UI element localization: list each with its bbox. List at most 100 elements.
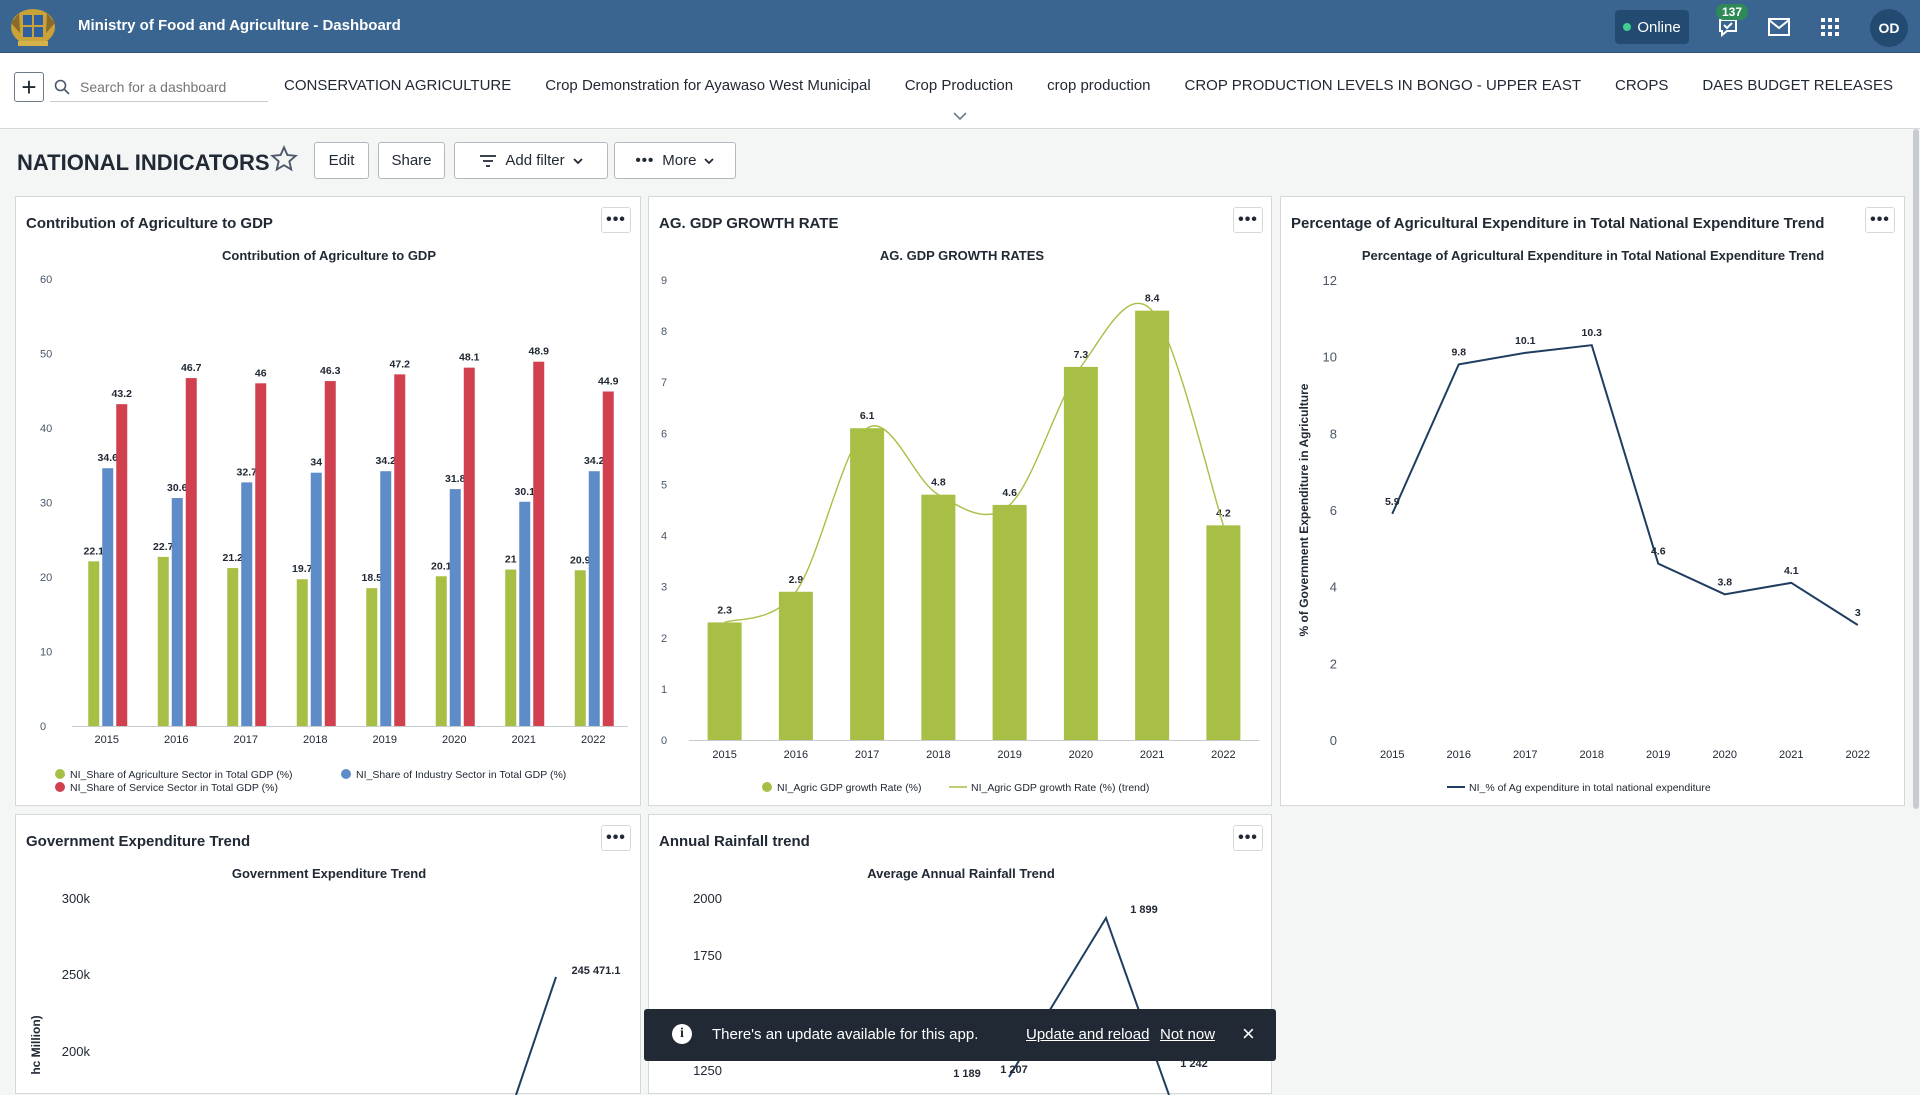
x-tick-label: 2015: [712, 749, 736, 761]
dashboard-link[interactable]: crop production: [1047, 77, 1151, 94]
x-tick-label: 2022: [1211, 749, 1235, 761]
dashboard-link[interactable]: DAES BUDGET RELEASES: [1702, 77, 1893, 94]
data-label: 46: [255, 367, 267, 379]
dashboard-search[interactable]: [50, 72, 268, 102]
chevron-down-icon: [572, 157, 583, 164]
bar: [505, 569, 517, 726]
data-label: 1 189: [953, 1068, 981, 1080]
bar: [227, 568, 239, 726]
search-input[interactable]: [80, 78, 260, 95]
legend-marker: [341, 769, 351, 779]
data-label: 9.8: [1451, 346, 1466, 358]
legend-marker: [55, 782, 65, 792]
y-tick-label: 0: [1330, 733, 1337, 748]
data-label: 21.2: [223, 552, 244, 564]
dashboard-link[interactable]: Crop Demonstration for Ayawaso West Muni…: [545, 77, 871, 94]
series-line: [515, 976, 557, 1095]
share-button[interactable]: Share: [378, 142, 445, 179]
data-label: 5.9: [1385, 496, 1400, 508]
more-label: More: [662, 152, 697, 169]
y-tick-label: 20: [40, 572, 52, 584]
chart-title: AG. GDP GROWTH RATES: [880, 248, 1045, 263]
online-status[interactable]: Online: [1615, 10, 1689, 44]
add-dashboard-button[interactable]: +: [14, 72, 44, 102]
bar: [602, 391, 614, 726]
bar: [185, 378, 197, 726]
apps-grid-icon[interactable]: [1815, 12, 1845, 42]
data-label: 34.2: [376, 455, 397, 467]
bar: [707, 622, 742, 740]
data-label: 19.7: [292, 563, 313, 575]
card-menu-button[interactable]: •••: [601, 825, 631, 851]
data-label: 30.6: [167, 482, 188, 494]
more-button[interactable]: ••• More: [614, 142, 736, 179]
y-tick-label: 40: [40, 423, 52, 435]
data-label: 8.4: [1145, 293, 1160, 305]
update-toast: i There's an update available for this a…: [644, 1009, 1276, 1061]
card-title: AG. GDP GROWTH RATE: [659, 215, 839, 232]
bar: [435, 576, 447, 726]
y-tick-label: 1250: [693, 1063, 722, 1078]
bar: [850, 428, 885, 740]
x-tick-label: 2022: [1846, 749, 1870, 761]
bar: [921, 494, 956, 740]
dashboard-link[interactable]: Crop Production: [904, 77, 1014, 94]
x-tick-label: 2021: [1140, 749, 1164, 761]
data-label: 32.7: [237, 466, 258, 478]
add-filter-button[interactable]: Add filter: [454, 142, 608, 179]
chart-card-ag-growth: AG. GDP GROWTH RATE ••• AG. GDP GROWTH R…: [648, 196, 1272, 806]
x-tick-label: 2018: [926, 749, 950, 761]
data-label: 43.2: [112, 388, 133, 400]
bar: [1135, 310, 1170, 740]
star-icon[interactable]: [270, 145, 298, 173]
user-avatar[interactable]: OD: [1870, 9, 1908, 47]
data-label: 30.1: [515, 486, 536, 498]
not-now-link[interactable]: Not now: [1160, 1026, 1216, 1043]
gdp-contribution-chart: Contribution of Agriculture to GDP 0 10 20 3…: [40, 248, 628, 794]
y-tick-label: 12: [1323, 273, 1337, 288]
notifications-icon[interactable]: [1713, 12, 1743, 42]
dashboard-link[interactable]: CROPS: [1614, 77, 1669, 94]
status-dot-icon: [1623, 23, 1632, 31]
data-label: 34.6: [98, 452, 119, 464]
y-tick-label: 250k: [62, 967, 91, 982]
bar: [1206, 525, 1241, 740]
series-line: [1391, 344, 1859, 626]
mail-icon[interactable]: [1764, 12, 1794, 42]
chevron-down-icon[interactable]: [953, 111, 967, 121]
card-menu-button[interactable]: •••: [601, 207, 631, 233]
x-tick-label: 2021: [512, 734, 536, 746]
ag-growth-chart: AG. GDP GROWTH RATES 0 1 2 3 4 5 6 7 8 9 2015 2.3 201…: [661, 248, 1259, 794]
x-tick-label: 2017: [234, 734, 258, 746]
update-reload-link[interactable]: Update and reload: [1026, 1026, 1150, 1043]
x-tick-label: 2017: [1513, 749, 1537, 761]
x-tick-label: 2018: [1580, 749, 1604, 761]
edit-button[interactable]: Edit: [314, 142, 369, 179]
add-filter-label: Add filter: [505, 152, 565, 169]
card-menu-button[interactable]: •••: [1865, 207, 1895, 233]
dashboard-link[interactable]: CROP PRODUCTION LEVELS IN BONGO - UPPER …: [1184, 77, 1581, 94]
legend-label: NI_Share of Industry Sector in Total GDP…: [356, 769, 566, 781]
data-label: 47.2: [390, 358, 411, 370]
chart-title: Contribution of Agriculture to GDP: [222, 248, 436, 263]
dashboard-links: CONSERVATION AGRICULTURE Crop Demonstrat…: [284, 77, 1893, 94]
data-label: 3: [1855, 607, 1861, 619]
data-label: 34.2: [584, 455, 605, 467]
data-label: 48.1: [459, 352, 480, 364]
bar: [394, 374, 406, 726]
card-title: Government Expenditure Trend: [26, 833, 251, 850]
y-tick-label: 3: [661, 582, 667, 594]
chart-title: Government Expenditure Trend: [232, 866, 426, 881]
card-menu-button[interactable]: •••: [1233, 825, 1263, 851]
data-label: 18.5: [362, 572, 383, 584]
bar: [449, 489, 461, 726]
close-icon[interactable]: ×: [1242, 1021, 1255, 1046]
y-axis-label: % of Government Expenditure in Agricultu…: [1297, 383, 1311, 636]
x-tick-label: 2017: [855, 749, 879, 761]
scrollbar[interactable]: [1913, 129, 1919, 809]
data-label: 1 242: [1180, 1058, 1208, 1070]
data-label: 22.1: [84, 545, 105, 557]
bar: [1063, 366, 1098, 740]
card-menu-button[interactable]: •••: [1233, 207, 1263, 233]
dashboard-link[interactable]: CONSERVATION AGRICULTURE: [284, 77, 512, 94]
